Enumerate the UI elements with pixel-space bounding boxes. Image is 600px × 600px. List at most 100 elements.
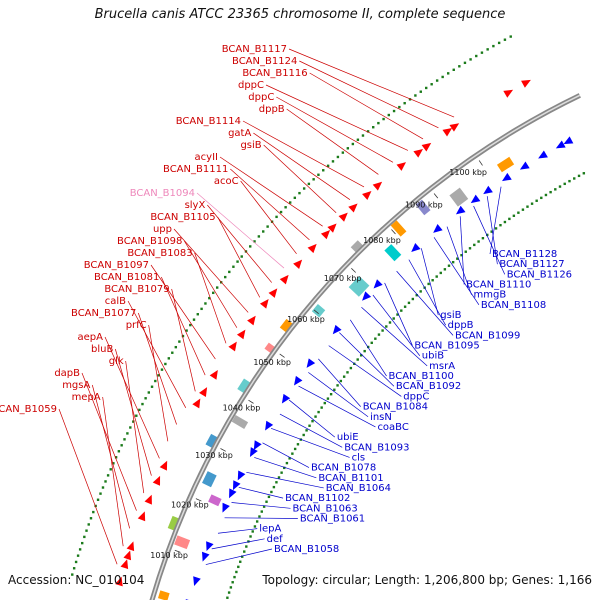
leader-line <box>288 48 455 118</box>
gc-dot-inner <box>185 329 188 332</box>
forward-gene-arrow <box>279 274 289 285</box>
gc-dot-outer <box>419 290 422 293</box>
leader-line <box>224 517 298 519</box>
gc-dot-outer <box>366 345 370 349</box>
leader-line <box>171 288 196 392</box>
gene-label: mgsA <box>62 380 90 391</box>
gc-dot-inner <box>403 101 406 105</box>
gc-dot-outer <box>233 575 236 579</box>
gc-dot-inner <box>253 240 256 243</box>
gc-dot-inner <box>361 134 365 137</box>
reverse-gene-arrow <box>538 150 548 159</box>
gene-label: ubiB <box>422 351 444 362</box>
gc-dot-outer <box>308 424 311 427</box>
tick-mark <box>433 193 439 199</box>
reverse-gene-arrow <box>193 576 201 587</box>
gc-dot-outer <box>320 406 323 409</box>
gc-dot-outer <box>396 313 399 316</box>
gc-dot-outer <box>554 188 557 191</box>
gc-dot-inner <box>114 456 118 459</box>
forward-gene-arrow <box>236 329 246 340</box>
tick-label: 1050 kbp <box>253 358 291 367</box>
gene-label: BCAN_B1127 <box>499 259 564 270</box>
gc-dot-inner <box>85 529 88 532</box>
forward-gene-arrow <box>338 212 348 222</box>
map-title: Brucella canis ATCC 23365 chromosome II,… <box>94 7 506 22</box>
reverse-gene-arrow <box>555 140 566 149</box>
gc-dot-inner <box>87 523 90 526</box>
gc-dot-inner <box>192 318 196 321</box>
gc-dot-inner <box>458 65 461 68</box>
gene-label: def <box>267 534 284 545</box>
leader-line <box>217 528 258 534</box>
gc-dot-inner <box>326 164 330 168</box>
gc-dot-inner <box>112 462 115 465</box>
leader-line <box>308 372 369 418</box>
leader-line <box>207 204 272 283</box>
reverse-gene-arrow <box>470 194 481 204</box>
leader-line <box>114 348 152 476</box>
gc-dot-outer <box>349 366 353 370</box>
forward-gene-arrow <box>442 128 453 137</box>
feature-box <box>348 275 370 297</box>
gc-dot-inner <box>469 58 472 61</box>
leader-line <box>396 270 454 336</box>
gc-dot-outer <box>283 466 286 470</box>
reverse-gene-arrow <box>253 440 262 451</box>
gc-dot-outer <box>272 485 276 489</box>
gc-dot-outer <box>241 555 244 558</box>
leader-line <box>473 205 506 275</box>
gc-dot-outer <box>481 237 485 240</box>
gc-dot-outer <box>235 570 238 574</box>
gc-dot-inner <box>99 492 102 495</box>
forward-gene-arrow <box>123 550 132 561</box>
tick-mark <box>174 549 181 553</box>
gc-dot-inner <box>164 362 167 366</box>
gc-dot-inner <box>430 83 433 86</box>
gc-dot-inner <box>356 138 360 141</box>
forward-gene-arrow <box>268 288 278 298</box>
gc-dot-inner <box>232 265 235 268</box>
gene-label: BCAN_B1094 <box>130 188 195 199</box>
gene-label: BCAN_B1110 <box>466 280 531 291</box>
gene-label: BCAN_B1061 <box>300 513 365 524</box>
leader-line <box>217 216 261 298</box>
gc-dot-inner <box>78 548 82 551</box>
leader-line <box>279 413 343 448</box>
gc-dot-outer <box>239 560 242 563</box>
reverse-gene-arrow <box>502 172 512 182</box>
leader-line <box>349 319 387 377</box>
gc-dot-outer <box>226 596 229 599</box>
gc-dot-outer <box>314 415 317 418</box>
gc-dot-inner <box>298 191 301 195</box>
backbone-ring <box>149 93 581 600</box>
forward-gene-arrow <box>327 223 337 233</box>
gene-label: gsiB <box>440 310 461 321</box>
reverse-gene-arrow <box>232 480 241 491</box>
leader-line <box>299 60 439 129</box>
gc-dot-outer <box>243 550 246 553</box>
gc-dot-outer <box>339 379 343 383</box>
gc-dot-inner <box>475 54 478 58</box>
leader-line <box>446 226 472 295</box>
gene-label: BCAN_B1083 <box>127 248 192 259</box>
leader-line <box>238 486 284 499</box>
leader-line <box>240 180 297 255</box>
gc-dot-outer <box>549 190 552 194</box>
gene-label: ubiE <box>337 432 359 443</box>
gc-dot-inner <box>435 79 439 82</box>
gc-dot-outer <box>486 233 489 237</box>
gc-dot-inner <box>144 397 147 400</box>
gene-label: BCAN_B1114 <box>176 116 241 127</box>
gc-dot-inner <box>74 560 78 564</box>
gene-label: coaBC <box>377 422 408 433</box>
gc-dot-outer <box>288 457 291 460</box>
leader-line <box>298 385 376 428</box>
leader-line <box>173 228 249 313</box>
tick-mark <box>248 399 254 404</box>
gc-dot-outer <box>333 388 336 391</box>
leader-line <box>309 72 424 140</box>
gene-label: BCAN_B1079 <box>104 284 169 295</box>
gc-dot-outer <box>460 253 463 257</box>
